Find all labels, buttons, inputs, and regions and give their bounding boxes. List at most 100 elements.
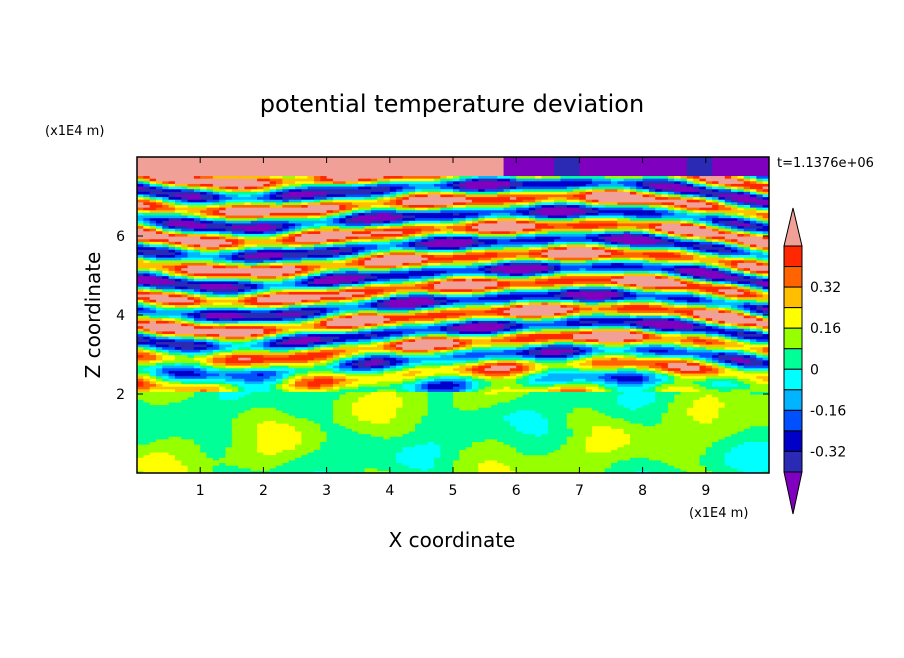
contour-cell [200, 446, 208, 450]
contour-cell [427, 386, 435, 390]
contour-cell [459, 365, 467, 369]
contour-cell [364, 433, 372, 437]
contour-cell [332, 449, 340, 453]
contour-cell [257, 365, 264, 369]
contour-cell [320, 451, 328, 456]
contour-cell [339, 454, 347, 458]
contour-cell [743, 378, 751, 382]
contour-cell [143, 465, 151, 469]
contour-cell [155, 367, 163, 371]
contour-cell [244, 367, 252, 371]
contour-cell [579, 354, 587, 358]
contour-cell [269, 375, 277, 379]
contour-cell [490, 441, 498, 445]
contour-cell [743, 349, 751, 353]
contour-cell [623, 470, 631, 473]
contour-cell [705, 412, 713, 416]
contour-cell [756, 359, 764, 363]
contour-cell [269, 346, 277, 350]
contour-cell [560, 462, 568, 466]
contour-cell [459, 386, 467, 390]
contour-cell [377, 357, 385, 361]
contour-cell [358, 430, 366, 435]
contour-cell [604, 457, 612, 461]
contour-cell [358, 359, 366, 363]
contour-cell [288, 467, 296, 471]
contour-cell [168, 470, 176, 473]
contour-cell [655, 401, 663, 406]
contour-cell [598, 401, 606, 406]
contour-cell [149, 428, 157, 432]
contour-cell [377, 404, 385, 408]
contour-cell [434, 399, 441, 403]
contour-cell [332, 407, 340, 411]
contour-cell [345, 467, 353, 471]
contour-cell [484, 457, 492, 461]
contour-cell [718, 380, 726, 385]
contour-cell [699, 409, 707, 414]
contour-cell [257, 449, 264, 453]
contour-cell [629, 420, 637, 424]
contour-cell [364, 354, 372, 358]
contour-cell [212, 399, 220, 403]
contour-cell [617, 409, 625, 414]
contour-cell [206, 420, 214, 424]
contour-cell [478, 372, 486, 377]
contour-cell [351, 438, 359, 442]
contour-cell [377, 394, 385, 398]
contour-cell [174, 375, 182, 379]
contour-cell [718, 404, 726, 408]
contour-cell [731, 457, 738, 461]
contour-cell [686, 465, 694, 469]
contour-cell [699, 438, 707, 442]
contour-cell [478, 470, 486, 473]
contour-cell [174, 394, 182, 398]
contour-cell [351, 430, 359, 435]
contour-cell [263, 375, 271, 379]
contour-cell [541, 372, 549, 377]
contour-cell [421, 341, 429, 345]
contour-cell [301, 446, 309, 450]
contour-cell [181, 446, 189, 450]
contour-cell [554, 378, 562, 382]
contour-cell [699, 420, 707, 424]
contour-cell [509, 375, 517, 379]
contour-cell [155, 436, 163, 440]
contour-cell [137, 459, 144, 464]
contour-cell [573, 380, 580, 385]
contour-cell [731, 372, 738, 377]
contour-cell [421, 399, 429, 403]
contour-cell [522, 386, 530, 390]
contour-cell [149, 388, 157, 392]
contour-cell [762, 451, 769, 456]
contour-cell [750, 465, 757, 469]
contour-cell [617, 396, 625, 400]
contour-cell [345, 372, 353, 377]
contour-cell [155, 459, 163, 464]
contour-cell [427, 380, 435, 385]
contour-cell [680, 349, 688, 353]
contour-cell [219, 409, 227, 414]
contour-cell [629, 412, 637, 416]
contour-cell [459, 391, 467, 395]
contour-cell [269, 417, 277, 421]
contour-cell [238, 451, 246, 456]
contour-cell [528, 370, 536, 374]
contour-cell [137, 354, 144, 358]
contour-cell [674, 467, 682, 471]
contour-cell [573, 357, 580, 361]
contour-cell [592, 349, 599, 353]
contour-cell [718, 375, 726, 379]
contour-cell [756, 349, 764, 353]
contour-cell [731, 346, 738, 350]
contour-cell [516, 449, 524, 453]
contour-cell [389, 459, 397, 464]
contour-cell [598, 399, 606, 403]
contour-cell [762, 459, 769, 464]
contour-cell [276, 343, 283, 348]
contour-cell [339, 409, 347, 414]
contour-cell [731, 430, 738, 435]
contour-cell [238, 357, 246, 361]
contour-cell [174, 409, 182, 414]
contour-cell [737, 341, 745, 345]
